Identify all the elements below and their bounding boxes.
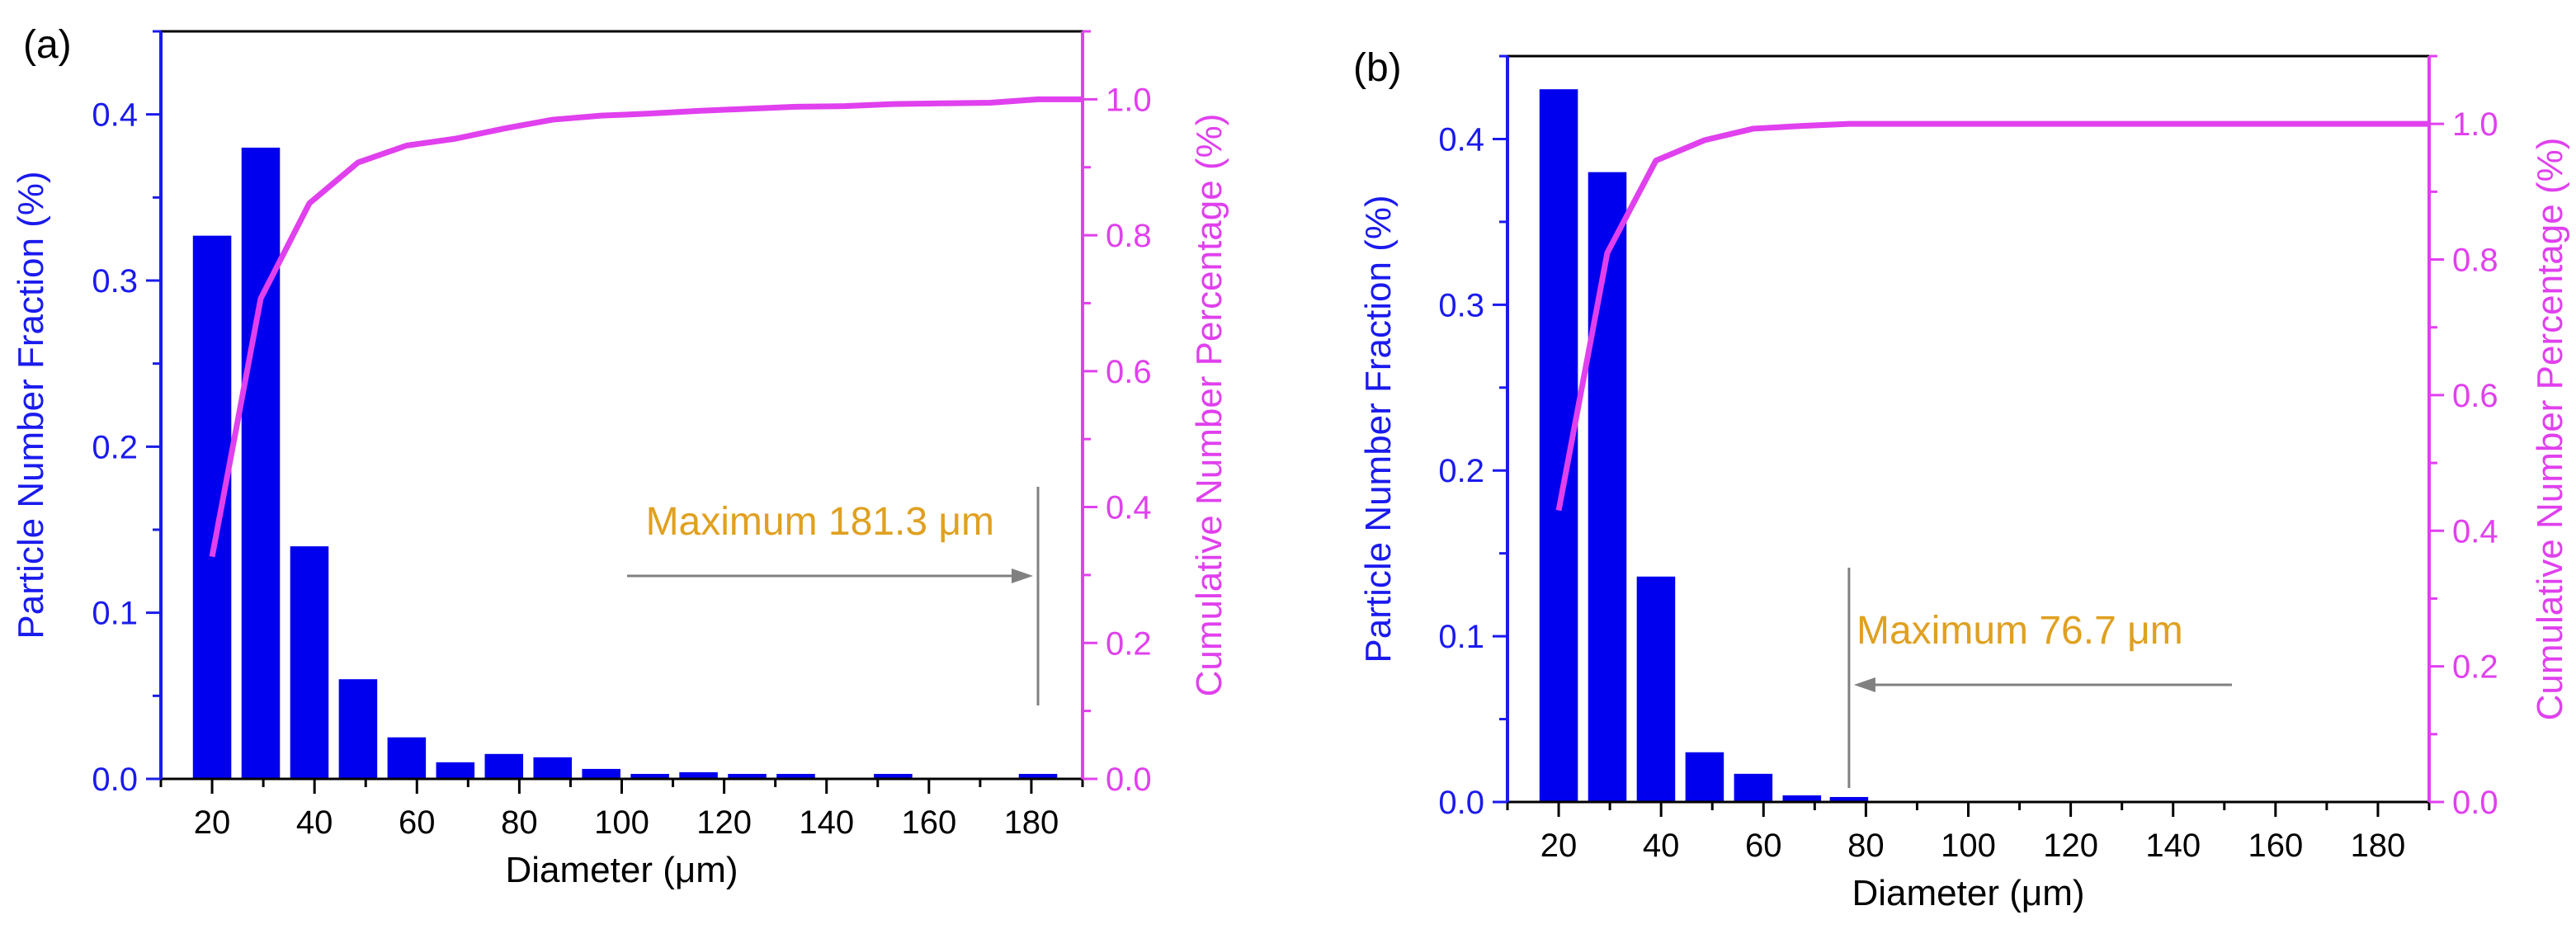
left-y-tick-label: 0.3 xyxy=(92,263,138,300)
bar xyxy=(484,753,524,779)
annotation-text: Maximum 76.7 μm xyxy=(1857,609,2183,653)
x-tick-label: 100 xyxy=(594,804,649,841)
x-tick-label: 140 xyxy=(799,804,854,841)
left-y-axis-title: Particle Number Fraction (%) xyxy=(1358,195,1399,663)
bar xyxy=(241,147,281,779)
x-tick-label: 160 xyxy=(2248,828,2303,864)
annotation-arrowhead xyxy=(1853,677,1875,692)
x-tick-label: 40 xyxy=(1643,828,1680,864)
cumulative-line xyxy=(209,96,1083,558)
bar xyxy=(192,235,232,779)
left-y-tick-label: 0.4 xyxy=(92,97,138,134)
bar xyxy=(679,771,718,779)
right-y-tick-label: 0.2 xyxy=(2452,649,2498,686)
x-tick-label: 40 xyxy=(296,804,333,841)
right-y-tick-label: 0.4 xyxy=(2452,513,2498,550)
x-axis-title: Diameter (μm) xyxy=(505,850,738,890)
left-y-tick-label: 0.2 xyxy=(1438,453,1484,489)
right-y-axis-title: Cumulative Number Percentage (%) xyxy=(1189,114,1229,697)
chart-panel-a: 20 40 60 80 100 120 140 160 180 0.0 0.1 0.2 0.3 0.4 0.… xyxy=(11,23,1229,890)
x-tick-label: 120 xyxy=(696,804,752,841)
right-y-tick-label: 1.0 xyxy=(1106,82,1152,118)
bar xyxy=(874,773,913,779)
left-y-tick-label: 0.1 xyxy=(1438,619,1484,655)
x-tick-label: 20 xyxy=(1540,828,1578,864)
x-tick-label: 80 xyxy=(501,804,538,841)
x-tick-label: 80 xyxy=(1847,828,1885,864)
left-y-tick-label: 0.3 xyxy=(1438,287,1484,323)
bar xyxy=(1636,576,1676,802)
right-y-axis-title: Cumulative Number Percentage (%) xyxy=(2530,138,2570,721)
left-y-tick-label: 0.4 xyxy=(1438,121,1484,158)
right-y-tick-label: 0.8 xyxy=(1106,218,1152,254)
annotation-text: Maximum 181.3 μm xyxy=(646,500,994,544)
x-tick-label: 60 xyxy=(1745,828,1782,864)
bar xyxy=(776,773,815,779)
right-y-tick-label: 0.8 xyxy=(2452,243,2498,279)
x-tick-label: 100 xyxy=(1941,828,1996,864)
bar xyxy=(582,768,620,779)
x-tick-label: 140 xyxy=(2145,828,2201,864)
annotation-arrowhead xyxy=(1012,568,1034,583)
right-y-tick-label: 0.4 xyxy=(1106,490,1152,526)
bar xyxy=(387,737,427,779)
x-tick-label: 180 xyxy=(1004,804,1059,841)
bar xyxy=(290,546,329,779)
left-y-tick-label: 0.0 xyxy=(92,762,138,798)
bar xyxy=(630,773,669,779)
right-y-tick-label: 0.0 xyxy=(2452,785,2498,821)
left-y-tick-label: 0.0 xyxy=(1438,785,1484,821)
x-tick-label: 60 xyxy=(399,804,436,841)
left-y-tick-label: 0.2 xyxy=(92,429,138,465)
panel-label: (a) xyxy=(23,23,72,67)
right-y-tick-label: 1.0 xyxy=(2452,106,2498,143)
right-y-tick-label: 0.6 xyxy=(2452,378,2498,414)
panel-label: (b) xyxy=(1353,46,1402,90)
bar xyxy=(1734,773,1773,802)
cumulative-line xyxy=(1555,120,2429,512)
bar xyxy=(436,762,475,779)
x-tick-label: 160 xyxy=(901,804,956,841)
bar xyxy=(533,757,572,779)
x-tick-label: 180 xyxy=(2351,828,2406,864)
x-tick-label: 120 xyxy=(2043,828,2098,864)
bar xyxy=(1018,773,1058,779)
bar xyxy=(1685,752,1724,802)
bar xyxy=(728,773,767,779)
left-y-tick-label: 0.1 xyxy=(92,596,138,632)
bar xyxy=(338,679,378,779)
bar xyxy=(1588,172,1627,803)
bar xyxy=(1782,795,1822,802)
right-y-tick-label: 0.6 xyxy=(1106,354,1152,390)
chart-panel-b: 20 40 60 80 100 120 140 160 180 0.0 0.1 0.2 0.3 0.4 0.… xyxy=(1353,46,2570,913)
right-y-tick-label: 0.2 xyxy=(1106,625,1152,662)
left-y-axis-title: Particle Number Fraction (%) xyxy=(11,171,51,639)
x-tick-label: 20 xyxy=(194,804,231,841)
x-axis-title: Diameter (μm) xyxy=(1852,873,2084,913)
right-y-tick-label: 0.0 xyxy=(1106,762,1152,798)
bar xyxy=(1829,796,1869,802)
